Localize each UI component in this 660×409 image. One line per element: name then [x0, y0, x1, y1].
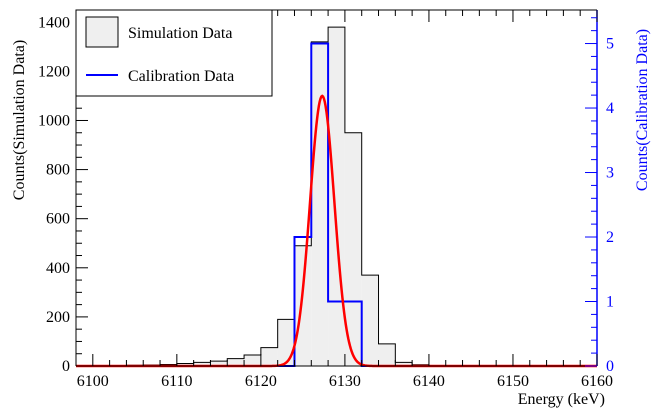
y-right-tick-label: 4 [606, 100, 614, 117]
simulation-bin-bar [277, 319, 295, 366]
x-tick-label: 6160 [581, 373, 613, 390]
legend-label-calibration: Calibration Data [128, 68, 234, 85]
legend-swatch-simulation [85, 16, 119, 48]
y-left-tick-label: 800 [46, 162, 70, 179]
x-tick-label: 6130 [329, 373, 361, 390]
y-right-tick-label: 2 [606, 229, 614, 246]
plot-series-layer [76, 26, 597, 368]
y-right-tick-label: 3 [606, 165, 614, 182]
y-left-tick-label: 0 [62, 358, 70, 375]
y-right-tick-label: 0 [606, 358, 614, 375]
simulation-bin-bar [244, 354, 261, 366]
y-right-tick-label: 5 [606, 36, 614, 53]
axes-layer: 6100 6110 6120 6130 6140 6150 6160020040060080… [38, 9, 614, 390]
simulation-bin-bar [193, 362, 211, 366]
x-tick-label: 6120 [245, 373, 277, 390]
x-tick-label: 6150 [497, 373, 529, 390]
y-axis-label-left: Counts(Simulation Data) [11, 40, 28, 200]
y-left-tick-label: 1200 [38, 63, 70, 80]
y-left-tick-label: 200 [46, 309, 70, 326]
simulation-bin-bar [227, 358, 245, 366]
simulation-bin-bar [395, 362, 413, 366]
simulation-bin-bar [361, 275, 379, 366]
y-left-tick-label: 1000 [38, 112, 70, 129]
y-left-tick-label: 400 [46, 260, 70, 277]
legend: Simulation Data Calibration Data [75, 9, 273, 97]
simulation-bin-bar [328, 27, 345, 366]
x-tick-label: 6100 [77, 373, 109, 390]
simulation-bin-bar [378, 343, 396, 366]
x-tick-label: 6110 [161, 373, 192, 390]
simulation-bin-bar [294, 245, 312, 366]
simulation-bin-bar [344, 132, 362, 366]
simulation-bin-bar [260, 347, 278, 366]
simulation-bin-bar [210, 361, 228, 366]
y-axis-label-right: Counts(Calibration Data) [634, 29, 651, 191]
x-axis-label: Energy (keV) [518, 391, 605, 408]
y-left-tick-label: 1400 [38, 14, 70, 31]
simulation-bin-bar [311, 41, 329, 367]
x-tick-label: 6140 [413, 373, 445, 390]
y-left-tick-label: 600 [46, 211, 70, 228]
legend-label-simulation: Simulation Data [128, 25, 232, 42]
y-right-tick-label: 1 [606, 294, 614, 311]
calibration-histogram-line [76, 42, 597, 367]
